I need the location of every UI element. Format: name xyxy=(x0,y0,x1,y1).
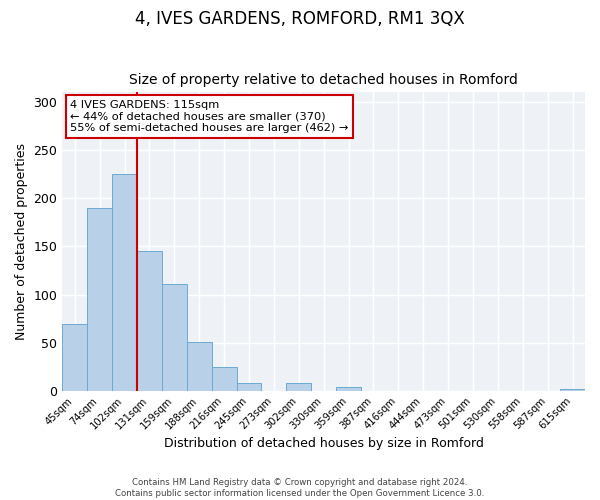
Bar xyxy=(187,342,212,391)
Bar xyxy=(112,174,137,391)
X-axis label: Distribution of detached houses by size in Romford: Distribution of detached houses by size … xyxy=(164,437,484,450)
Bar xyxy=(286,384,311,391)
Bar xyxy=(87,208,112,391)
Bar xyxy=(336,387,361,391)
Text: 4 IVES GARDENS: 115sqm
← 44% of detached houses are smaller (370)
55% of semi-de: 4 IVES GARDENS: 115sqm ← 44% of detached… xyxy=(70,100,349,133)
Bar xyxy=(236,384,262,391)
Bar xyxy=(137,252,162,391)
Y-axis label: Number of detached properties: Number of detached properties xyxy=(15,143,28,340)
Bar xyxy=(62,324,87,391)
Bar xyxy=(560,389,585,391)
Text: 4, IVES GARDENS, ROMFORD, RM1 3QX: 4, IVES GARDENS, ROMFORD, RM1 3QX xyxy=(135,10,465,28)
Title: Size of property relative to detached houses in Romford: Size of property relative to detached ho… xyxy=(129,73,518,87)
Text: Contains HM Land Registry data © Crown copyright and database right 2024.
Contai: Contains HM Land Registry data © Crown c… xyxy=(115,478,485,498)
Bar xyxy=(212,367,236,391)
Bar xyxy=(162,284,187,391)
